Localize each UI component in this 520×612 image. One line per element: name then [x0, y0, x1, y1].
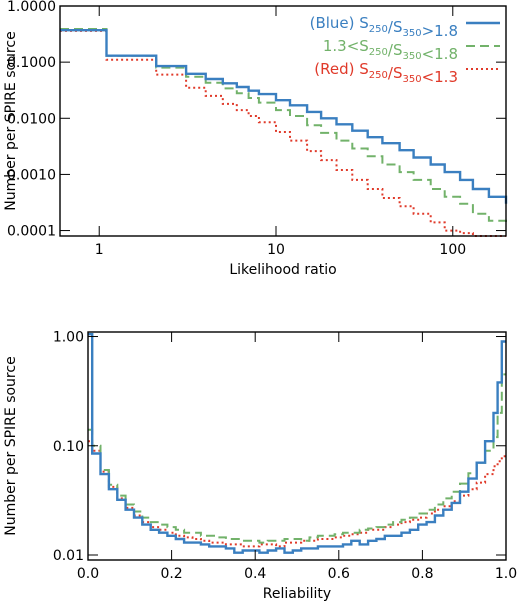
- top-y-tick-label: 0.0010: [7, 167, 56, 183]
- bottom-x-tick-label: 0.8: [411, 566, 433, 582]
- top-x-tick-label: 1: [95, 242, 104, 258]
- bottom-y-tick-label: 0.01: [53, 548, 84, 564]
- bottom-y-axis-label: Number per SPIRE source: [3, 356, 19, 535]
- bottom-panel: 0.0 0.2 0.4 0.6 0.8 1.0 0.01 0.10 1.00 Reliabili…: [3, 330, 517, 602]
- bottom-tick-layer: 0.0 0.2 0.4 0.6 0.8 1.0 0.01 0.10 1.00: [53, 330, 517, 582]
- legend-entry-label: 1.3<S250/S350<1.8: [323, 37, 458, 63]
- top-series-layer: [60, 28, 508, 237]
- bottom-x-axis-label: Reliability: [263, 586, 331, 602]
- top-y-axis-label: Number per SPIRE source: [3, 31, 19, 210]
- bottom-x-tick-label: 1.0: [495, 566, 517, 582]
- bottom-x-tick-label: 0.6: [328, 566, 350, 582]
- legend-entry-label: (Blue) S250/S350>1.8: [310, 14, 458, 40]
- top-tick-layer: 1 10 100 0.0001 0.0010 0.0100 0.1000 1.0000: [7, 0, 506, 258]
- top-plot-frame: [59, 5, 507, 237]
- bottom-x-tick-label: 0.0: [77, 566, 99, 582]
- top-y-tick-label: 1.0000: [7, 0, 56, 15]
- bottom-y-tick-label: 1.00: [53, 330, 84, 346]
- legend: (Blue) S250/S350>1.81.3<S250/S350<1.8(Re…: [310, 14, 500, 86]
- bottom-x-tick-label: 0.4: [244, 566, 266, 582]
- top-y-tick-label: 0.0100: [7, 111, 56, 127]
- top-series-line: [60, 29, 508, 204]
- bottom-series-layer: [88, 333, 506, 554]
- top-x-tick-label: 100: [439, 242, 466, 258]
- bottom-x-tick-label: 0.2: [160, 566, 182, 582]
- top-panel: 1 10 100 0.0001 0.0010 0.0100 0.1000 1.0000 Lik…: [3, 0, 508, 278]
- top-series-line: [60, 28, 507, 227]
- bottom-series-line: [88, 373, 506, 544]
- bottom-series-line: [88, 333, 506, 554]
- top-y-tick-label: 0.1000: [7, 55, 56, 71]
- bottom-y-tick-label: 0.10: [53, 439, 84, 455]
- top-series-line: [60, 29, 506, 237]
- legend-entry-label: (Red) S250/S350<1.3: [314, 60, 458, 86]
- top-x-axis-label: Likelihood ratio: [229, 262, 336, 278]
- top-y-tick-label: 0.0001: [7, 224, 56, 240]
- top-x-tick-label: 10: [267, 242, 285, 258]
